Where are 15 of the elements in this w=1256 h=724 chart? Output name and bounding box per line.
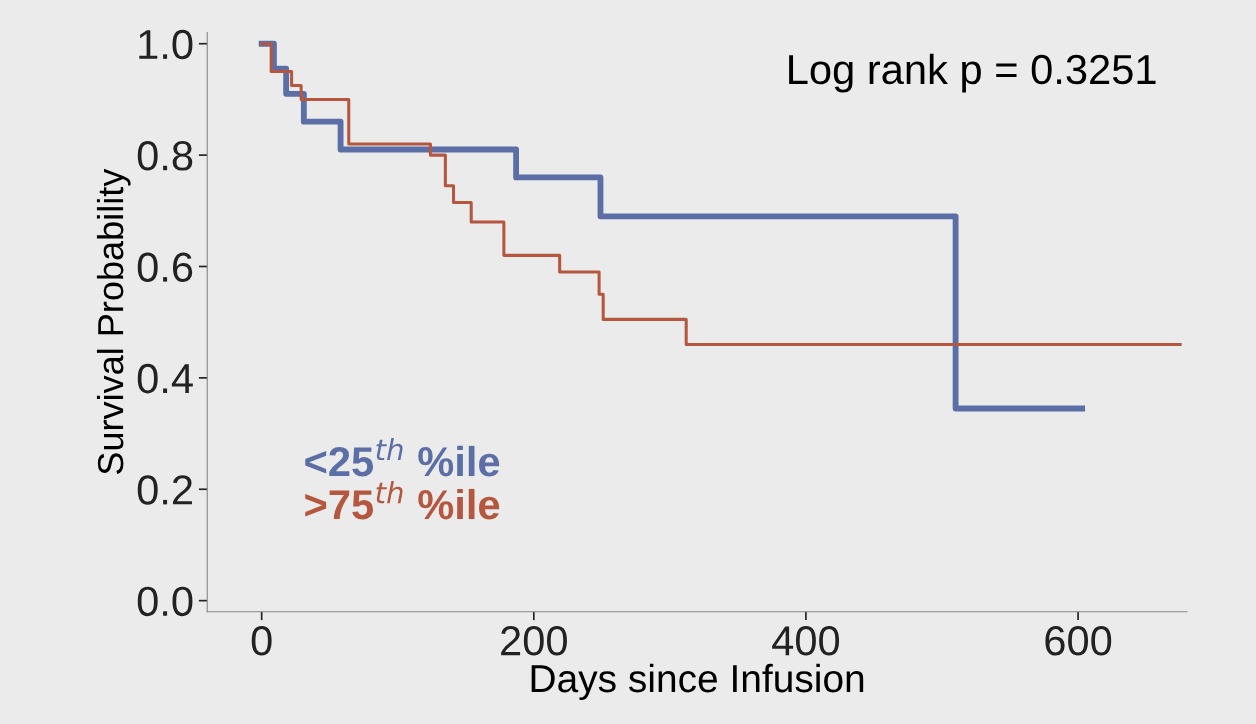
x-axis-title: Days since Infusion bbox=[531, 663, 864, 701]
text: <25$^{th}$ %ile bbox=[305, 437, 500, 477]
y-tick-label: 0.6 bbox=[137, 252, 193, 282]
annotation: Log rank p = 0.3251 bbox=[789, 53, 1156, 93]
y-axis-title: Survival Probability bbox=[96, 168, 131, 475]
y-tick-label: 0.4 bbox=[137, 363, 193, 394]
x-tick-label: 200 bbox=[501, 626, 567, 656]
y-tick-label: 0.0 bbox=[137, 586, 193, 617]
x-tick-label: 400 bbox=[772, 626, 840, 656]
x-tick-label: 600 bbox=[1045, 626, 1112, 656]
x-tick-label: 0 bbox=[251, 626, 272, 656]
text: >75$^{th}$ %ile bbox=[305, 480, 500, 520]
y-tick-label: 0.8 bbox=[137, 141, 193, 171]
y-tick-label: 1.0 bbox=[139, 29, 193, 60]
y-tick-label: 0.2 bbox=[137, 475, 192, 505]
